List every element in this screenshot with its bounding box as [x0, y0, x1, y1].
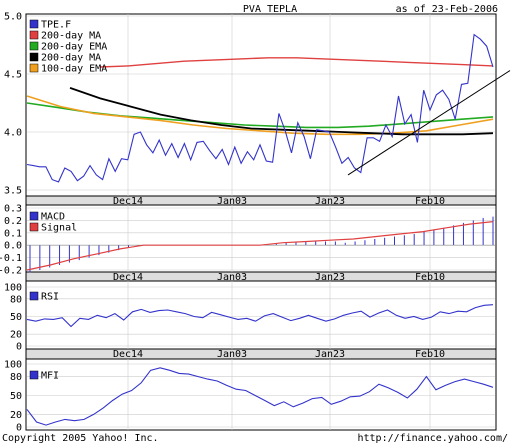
- y-tick-label: 50: [10, 391, 22, 402]
- y-tick-label: 5.0: [4, 12, 22, 23]
- y-tick-label: 80: [10, 372, 22, 383]
- y-tick-label: 80: [10, 294, 22, 305]
- price-line: [26, 33, 494, 183]
- y-tick-label: 0: [16, 342, 22, 353]
- legend-swatch: [29, 291, 39, 301]
- mfi-line: [26, 367, 494, 426]
- y-tick-label: -0.2: [0, 266, 22, 277]
- legend-label: Signal: [41, 223, 77, 234]
- price-panel-frame: [25, 13, 497, 197]
- x-tick-label: Feb10: [415, 349, 445, 360]
- x-tick-label: Jan03: [217, 349, 247, 360]
- source-url[interactable]: http://finance.yahoo.com/: [357, 433, 508, 444]
- y-tick-label: 0.0: [4, 241, 22, 252]
- y-tick-label: 20: [10, 330, 22, 341]
- x-tick-label: Dec14: [113, 196, 143, 207]
- macd-panel-frame: [25, 204, 497, 273]
- y-tick-label: 0.3: [4, 204, 22, 215]
- y-tick-label: -0.1: [0, 253, 22, 264]
- y-tick-label: 3.5: [4, 186, 22, 197]
- legend-swatch: [29, 370, 39, 380]
- legend-swatch: [29, 30, 39, 40]
- x-tick-label: Dec14: [113, 272, 143, 283]
- x-tick-label: Jan23: [315, 196, 345, 207]
- x-tick-label: Jan23: [315, 349, 345, 360]
- y-tick-label: 4.5: [4, 70, 22, 81]
- y-tick-label: 0.1: [4, 228, 22, 239]
- legend-label: MFI: [41, 371, 59, 382]
- legend-swatch: [29, 222, 39, 232]
- legend-label: 200-day MA: [41, 53, 101, 64]
- y-tick-label: 50: [10, 312, 22, 323]
- data-marks: [26, 33, 511, 426]
- y-tick-label: 4.0: [4, 128, 22, 139]
- legend-label: RSI: [41, 292, 59, 303]
- y-tick-label: 100: [4, 360, 22, 371]
- legend-swatch: [29, 19, 39, 29]
- y-tick-label: 0.2: [4, 216, 22, 227]
- x-tick-label: Jan03: [217, 196, 247, 207]
- x-tick-label: Dec14: [113, 349, 143, 360]
- legend-label: 200-day EMA: [41, 42, 107, 53]
- copyright-text: Copyright 2005 Yahoo! Inc.: [2, 433, 159, 444]
- ma100-line: [69, 87, 494, 136]
- as-of-date: as of 23-Feb-2006: [396, 4, 498, 15]
- ma200-line: [99, 57, 494, 68]
- mfi-panel-frame: [25, 358, 497, 431]
- legend-label: 200-day MA: [41, 31, 101, 42]
- x-tick-label: Feb10: [415, 196, 445, 207]
- trendline: [347, 70, 511, 176]
- legend-swatch: [29, 63, 39, 73]
- legend-label: TPE.F: [41, 20, 71, 31]
- legend-swatch: [29, 52, 39, 62]
- x-tick-label: Feb10: [415, 272, 445, 283]
- x-tick-label: Jan03: [217, 272, 247, 283]
- legend-swatch: [29, 211, 39, 221]
- y-tick-label: 20: [10, 410, 22, 421]
- legend-label: MACD: [41, 212, 65, 223]
- chart-title: PVA TEPLA: [243, 4, 297, 15]
- x-tick-label: Jan23: [315, 272, 345, 283]
- y-tick-label: 0: [16, 423, 22, 434]
- rsi-line: [26, 304, 494, 328]
- rsi-panel-frame: [25, 280, 497, 350]
- signal-line: [26, 221, 494, 271]
- y-tick-label: 100: [4, 283, 22, 294]
- legend-swatch: [29, 41, 39, 51]
- legend-label: 100-day EMA: [41, 64, 107, 75]
